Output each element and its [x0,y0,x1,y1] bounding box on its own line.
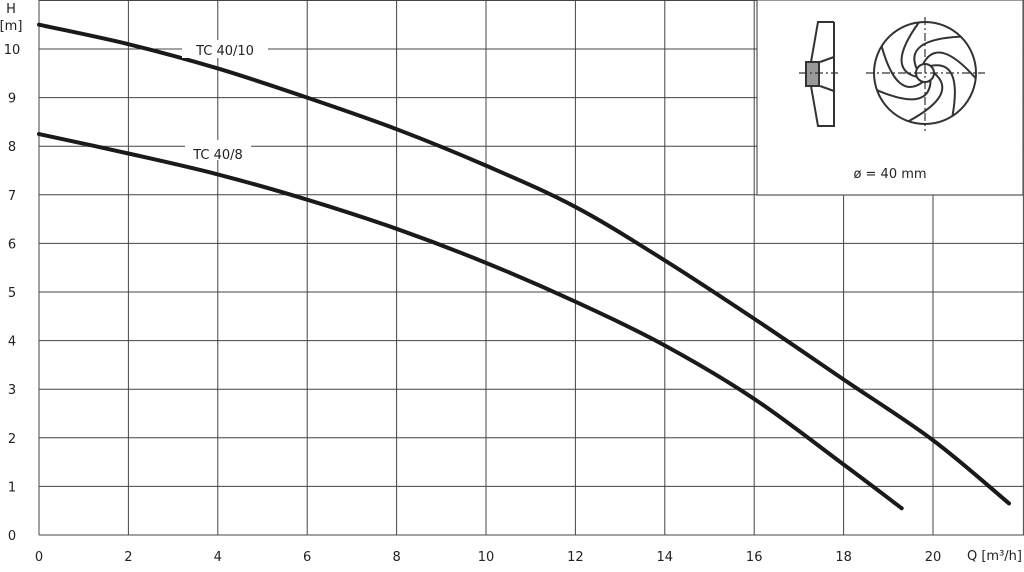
x-tick-label: 14 [657,550,674,565]
x-tick-label: 18 [835,550,852,565]
impeller-side-view-icon [799,21,838,127]
impeller-vane [922,51,977,79]
y-tick-label: 7 [8,189,16,204]
x-tick-label: 0 [35,550,43,565]
x-tick-label: 2 [124,550,132,565]
impeller-vane [880,45,924,88]
y-tick-label: 10 [4,43,21,58]
series-label-tc-40-8: TC 40/8 [192,148,243,163]
y-tick-label: 4 [8,335,16,350]
impeller-vane [930,64,956,117]
y-tick-label: 1 [8,480,16,495]
x-tick-label: 20 [925,550,942,565]
impeller-vane [908,72,944,123]
curves [37,22,1011,511]
x-tick-label: 8 [392,550,400,565]
y-axis-unit: [m] [0,19,22,34]
series-label-tc-40-10: TC 40/10 [195,44,254,59]
y-tick-label: 9 [8,92,16,107]
x-tick-label: 6 [303,550,311,565]
x-tick-label: 10 [478,550,495,565]
impeller-front-view-icon [866,17,985,131]
x-tick-label: 16 [746,550,763,565]
y-tick-label: 8 [8,140,16,155]
impeller-inset: ø = 40 mm [756,0,1024,196]
y-axis-title: H [6,2,16,17]
inset-caption: ø = 40 mm [853,167,926,182]
impeller-vane [913,35,961,70]
y-tick-label: 6 [8,237,16,252]
x-axis-title: Q [m³/h] [967,549,1022,564]
y-tick-label: 5 [8,286,16,301]
x-tick-label: 12 [567,550,584,565]
y-tick-label: 2 [8,432,16,447]
y-tick-label: 0 [8,529,16,544]
impeller-vane [900,21,920,78]
series-line-0 [37,22,1011,506]
series-line-1 [37,132,904,511]
impeller-vane [876,79,932,101]
x-tick-label: 4 [214,550,222,565]
y-tick-label: 3 [8,383,16,398]
